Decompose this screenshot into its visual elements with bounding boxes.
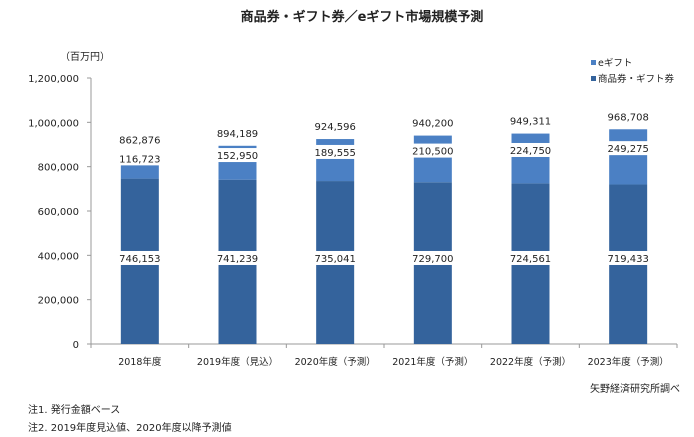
data-label: 210,500 — [412, 147, 453, 158]
x-tick-label: 2021年度（予測） — [392, 356, 473, 368]
total-label: 894,189 — [217, 129, 258, 140]
data-label-bg — [408, 250, 457, 265]
data-label: 741,239 — [217, 254, 258, 265]
y-axis-unit: （百万円） — [60, 51, 110, 63]
note-1: 注1. 発行金額ベース — [28, 405, 121, 416]
x-tick-label: 2022年度（予測） — [490, 356, 571, 368]
data-label-bg — [115, 151, 164, 166]
total-label: 940,200 — [412, 119, 453, 130]
data-label: 719,433 — [607, 254, 648, 265]
total-label: 862,876 — [119, 136, 160, 147]
source-credit: 矢野経済研究所調べ — [590, 384, 680, 395]
x-tick-label: 2019年度（見込） — [197, 356, 278, 368]
data-label-bg — [115, 250, 164, 265]
data-label-bg — [311, 144, 360, 159]
data-label: 729,700 — [412, 254, 453, 265]
data-label-bg — [311, 250, 360, 265]
y-tick-label: 600,000 — [38, 207, 79, 218]
data-label: 224,750 — [510, 146, 551, 157]
y-tick-label: 400,000 — [38, 251, 79, 262]
y-tick-label: 1,000,000 — [28, 118, 79, 129]
y-tick-label: 1,200,000 — [28, 74, 79, 85]
data-label: 724,561 — [510, 254, 551, 265]
legend-label: 商品券・ギフト券 — [598, 73, 675, 85]
y-tick-label: 800,000 — [38, 163, 79, 174]
data-label-bg — [506, 250, 555, 265]
data-label: 735,041 — [314, 254, 355, 265]
total-label: 949,311 — [510, 117, 551, 128]
x-tick-label: 2018年度 — [118, 356, 162, 368]
total-label: 924,596 — [314, 122, 355, 133]
bar-segment — [609, 129, 648, 185]
x-tick-label: 2020年度（予測） — [295, 356, 376, 368]
legend-swatch — [591, 60, 596, 65]
data-label: 189,555 — [314, 148, 355, 159]
data-label: 746,153 — [119, 254, 160, 265]
bar-segment — [413, 135, 452, 183]
chart-title: 商品券・ギフト券／eギフト市場規模予測 — [241, 9, 484, 25]
data-label: 152,950 — [217, 151, 258, 162]
bar-segment — [511, 133, 550, 184]
y-tick-label: 200,000 — [38, 296, 79, 307]
data-label-bg — [604, 141, 653, 156]
data-label-bg — [408, 143, 457, 158]
data-label: 249,275 — [607, 144, 648, 155]
y-tick-label: 0 — [73, 340, 79, 351]
legend-label: eギフト — [598, 58, 632, 69]
data-label-bg — [213, 250, 262, 265]
note-2: 注2. 2019年度見込値、2020年度以降予測値 — [28, 423, 232, 434]
data-label: 116,723 — [119, 154, 160, 165]
total-label: 968,708 — [607, 112, 648, 123]
x-tick-label: 2023年度（予測） — [588, 356, 669, 368]
data-label-bg — [506, 142, 555, 157]
data-label-bg — [604, 250, 653, 265]
legend-swatch — [591, 76, 596, 81]
data-label-bg — [213, 148, 262, 163]
